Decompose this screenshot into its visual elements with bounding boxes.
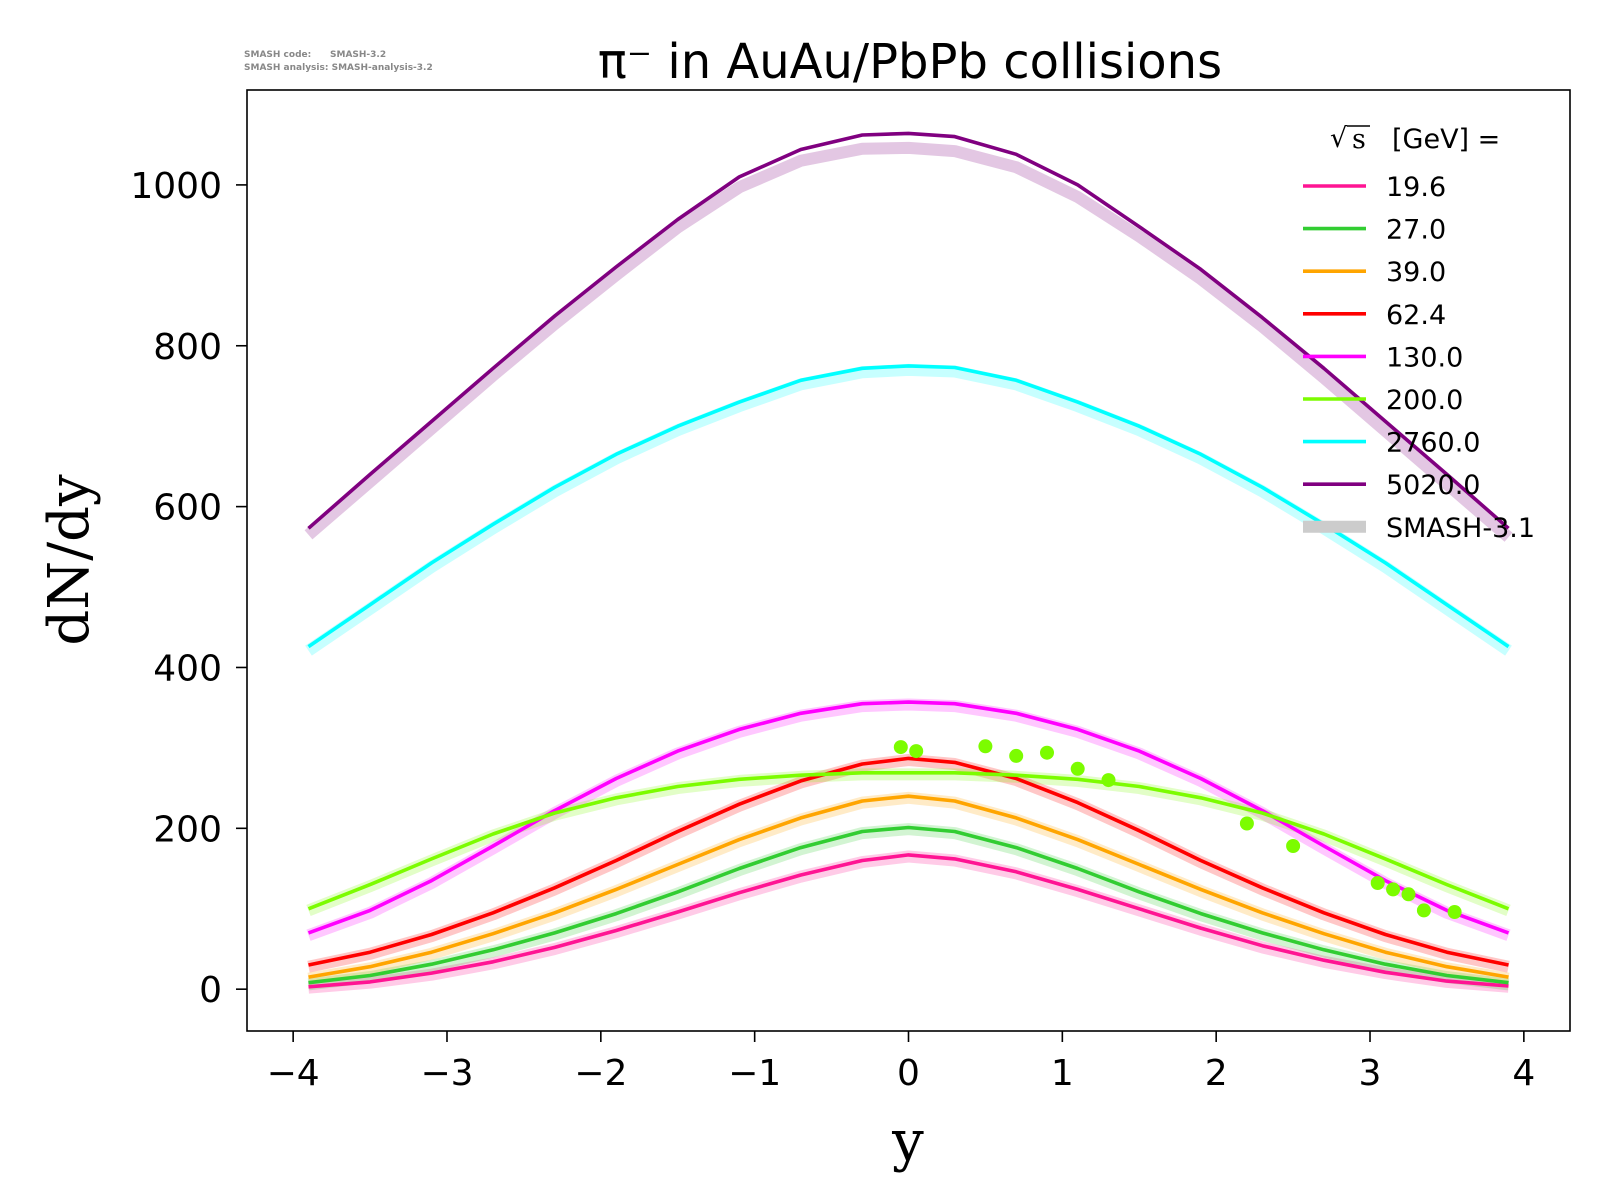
data-point [1401, 887, 1416, 902]
x-tick-label: 4 [1512, 1053, 1535, 1094]
x-tick-label: 1 [1051, 1053, 1074, 1094]
series-line-4 [307, 700, 1510, 935]
legend-sqrt-symbol: √ [1330, 123, 1348, 154]
smash-code-meta: SMASH code: SMASH-3.2 [244, 50, 386, 60]
x-tick-label: −3 [420, 1053, 473, 1094]
data-points [893, 739, 1462, 919]
y-tick-label: 200 [153, 809, 222, 850]
chart-title: π⁻ in AuAu/PbPb collisions [598, 34, 1222, 90]
x-axis-ticks: −4 −3 −2 −1 0 1 2 3 4 [267, 1031, 1535, 1094]
series-lines [307, 131, 1510, 989]
legend-label: 130.0 [1386, 342, 1463, 373]
legend-label: 39.0 [1386, 257, 1446, 288]
x-tick-label: 2 [1205, 1053, 1228, 1094]
x-tick-label: 3 [1359, 1053, 1382, 1094]
data-point [1416, 903, 1431, 918]
data-point [1239, 816, 1254, 831]
x-tick-label: −4 [267, 1053, 320, 1094]
y-tick-label: 0 [199, 970, 222, 1011]
data-point [1040, 745, 1054, 760]
series-line-3 [308, 756, 1509, 967]
series-line-7 [307, 131, 1510, 530]
series-line-5 [307, 771, 1510, 911]
x-axis-label: y [891, 1109, 924, 1174]
x-tick-label: −1 [728, 1053, 781, 1094]
legend-label-reference: SMASH-3.1 [1386, 513, 1535, 544]
legend-entries: 19.6 27.0 39.0 62.4 130.0 200.0 2760.0 5020.0 SM… [1303, 172, 1535, 544]
series-line-1 [308, 825, 1509, 985]
series-line-0 [308, 853, 1509, 989]
y-tick-label: 800 [153, 327, 222, 368]
data-point [1009, 748, 1024, 763]
data-point [1447, 905, 1462, 919]
data-point [1386, 882, 1401, 897]
legend-label: 19.6 [1386, 172, 1446, 203]
series-line-2 [308, 794, 1509, 979]
data-point [1286, 839, 1301, 853]
smash-analysis-meta: SMASH analysis: SMASH-analysis-3.2 [244, 63, 433, 73]
legend-label: 200.0 [1386, 385, 1463, 416]
y-axis-label: dN/dy [37, 474, 102, 646]
series-line-6 [307, 364, 1510, 649]
reference-curve-7 [304, 141, 1513, 542]
y-tick-label: 600 [153, 488, 222, 529]
y-tick-label: 1000 [130, 166, 222, 207]
reference-curve-6 [305, 363, 1512, 656]
x-tick-label: −2 [574, 1053, 627, 1094]
data-point [978, 739, 993, 754]
legend: √ s [GeV] = 19.6 27.0 39.0 62.4 130.0 200.0 27… [1303, 123, 1535, 544]
legend-label: 2760.0 [1386, 428, 1480, 459]
legend-title: [GeV] = [1392, 124, 1500, 155]
y-axis-ticks: 0 200 400 600 800 1000 [130, 166, 247, 1011]
data-point [1101, 773, 1116, 788]
data-point [1070, 761, 1085, 776]
legend-title-s: s [1352, 124, 1366, 155]
data-point [909, 744, 924, 759]
legend-label: 62.4 [1386, 300, 1446, 331]
y-tick-label: 400 [153, 648, 222, 689]
data-point [893, 740, 908, 755]
reference-curves [304, 141, 1513, 994]
data-point [1370, 876, 1385, 890]
legend-label: 5020.0 [1386, 470, 1480, 501]
legend-label: 27.0 [1386, 215, 1446, 246]
reference-curve-4 [306, 698, 1511, 941]
x-tick-label: 0 [897, 1053, 920, 1094]
